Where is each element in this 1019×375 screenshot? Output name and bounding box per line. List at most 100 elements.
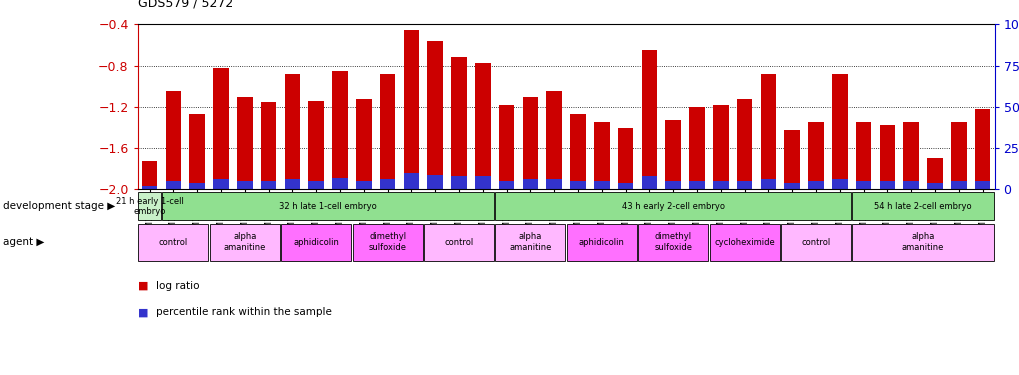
Bar bbox=[781, 224, 850, 261]
Bar bbox=[736, 99, 752, 181]
Bar bbox=[162, 192, 493, 220]
Text: 54 h late 2-cell embryo: 54 h late 2-cell embryo bbox=[873, 202, 971, 211]
Bar bbox=[522, 180, 538, 189]
Bar bbox=[379, 180, 395, 189]
Bar bbox=[784, 130, 799, 183]
Bar bbox=[284, 180, 300, 189]
Bar bbox=[498, 105, 514, 181]
Bar bbox=[618, 128, 633, 183]
Bar bbox=[570, 181, 585, 189]
Bar bbox=[498, 181, 514, 189]
Bar bbox=[570, 114, 585, 181]
Bar bbox=[709, 224, 779, 261]
Text: control: control bbox=[159, 238, 187, 247]
Bar bbox=[142, 186, 157, 189]
Text: aphidicolin: aphidicolin bbox=[579, 238, 624, 247]
Text: control: control bbox=[801, 238, 829, 247]
Text: cycloheximide: cycloheximide bbox=[713, 238, 774, 247]
Bar bbox=[165, 92, 181, 181]
Bar bbox=[308, 181, 324, 189]
Bar bbox=[213, 180, 228, 189]
Bar bbox=[379, 74, 395, 180]
Bar bbox=[281, 224, 351, 261]
Text: dimethyl
sulfoxide: dimethyl sulfoxide bbox=[653, 232, 692, 252]
Bar bbox=[689, 107, 704, 181]
Bar bbox=[878, 181, 895, 189]
Text: 43 h early 2-cell embryo: 43 h early 2-cell embryo bbox=[622, 202, 723, 211]
Bar bbox=[832, 74, 847, 180]
Text: alpha
amanitine: alpha amanitine bbox=[901, 232, 944, 252]
Bar bbox=[353, 224, 422, 261]
Bar bbox=[974, 109, 989, 181]
Bar bbox=[712, 105, 728, 181]
Bar bbox=[855, 122, 870, 181]
Text: alpha
amanitine: alpha amanitine bbox=[223, 232, 266, 252]
Bar bbox=[784, 183, 799, 189]
Bar bbox=[641, 176, 656, 189]
Bar bbox=[450, 57, 467, 176]
Text: 32 h late 1-cell embryo: 32 h late 1-cell embryo bbox=[279, 202, 377, 211]
Bar bbox=[165, 181, 181, 189]
Bar bbox=[356, 99, 371, 181]
Bar bbox=[450, 176, 467, 189]
Bar bbox=[332, 71, 347, 178]
Bar bbox=[213, 68, 228, 180]
Text: dimethyl
sulfoxide: dimethyl sulfoxide bbox=[368, 232, 407, 252]
Bar bbox=[332, 178, 347, 189]
Bar bbox=[664, 181, 681, 189]
Bar bbox=[807, 181, 823, 189]
Text: control: control bbox=[444, 238, 473, 247]
Text: percentile rank within the sample: percentile rank within the sample bbox=[156, 308, 331, 317]
Bar bbox=[190, 114, 205, 183]
Bar bbox=[855, 181, 870, 189]
Bar bbox=[475, 63, 490, 176]
Bar bbox=[593, 122, 609, 181]
Text: development stage ▶: development stage ▶ bbox=[3, 201, 115, 211]
Bar bbox=[139, 192, 161, 220]
Text: alpha
amanitine: alpha amanitine bbox=[508, 232, 551, 252]
Text: aphidicolin: aphidicolin bbox=[293, 238, 338, 247]
Bar bbox=[852, 192, 993, 220]
Bar bbox=[664, 120, 681, 181]
Bar bbox=[427, 41, 442, 174]
Bar bbox=[404, 173, 419, 189]
Bar bbox=[736, 181, 752, 189]
Bar bbox=[878, 125, 895, 181]
Bar bbox=[495, 224, 565, 261]
Bar bbox=[522, 97, 538, 180]
Bar bbox=[236, 97, 253, 181]
Bar bbox=[356, 181, 371, 189]
Bar bbox=[424, 224, 493, 261]
Bar bbox=[190, 183, 205, 189]
Text: agent ▶: agent ▶ bbox=[3, 237, 45, 247]
Bar bbox=[926, 158, 942, 183]
Bar bbox=[618, 183, 633, 189]
Bar bbox=[546, 180, 561, 189]
Bar bbox=[308, 101, 324, 181]
Bar bbox=[689, 181, 704, 189]
Bar bbox=[236, 181, 253, 189]
Bar bbox=[950, 181, 966, 189]
Bar bbox=[284, 74, 300, 180]
Bar bbox=[832, 180, 847, 189]
Text: log ratio: log ratio bbox=[156, 281, 200, 291]
Bar bbox=[139, 224, 208, 261]
Bar bbox=[760, 74, 775, 180]
Text: ■: ■ bbox=[138, 281, 148, 291]
Bar bbox=[261, 102, 276, 181]
Bar bbox=[210, 224, 279, 261]
Text: ■: ■ bbox=[138, 308, 148, 317]
Bar bbox=[903, 122, 918, 181]
Bar bbox=[712, 181, 728, 189]
Bar bbox=[641, 50, 656, 176]
Text: 21 h early 1-cell
embryо: 21 h early 1-cell embryо bbox=[115, 196, 183, 216]
Bar bbox=[546, 92, 561, 180]
Bar bbox=[427, 174, 442, 189]
Bar bbox=[404, 30, 419, 173]
Bar bbox=[638, 224, 707, 261]
Bar bbox=[903, 181, 918, 189]
Bar bbox=[852, 224, 993, 261]
Text: GDS579 / 5272: GDS579 / 5272 bbox=[138, 0, 232, 9]
Bar bbox=[261, 181, 276, 189]
Bar bbox=[142, 160, 157, 186]
